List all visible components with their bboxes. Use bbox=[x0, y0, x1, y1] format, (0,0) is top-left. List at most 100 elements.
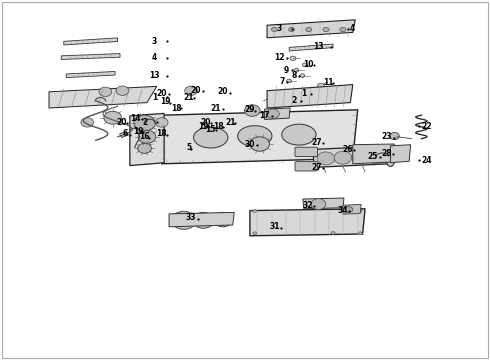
Circle shape bbox=[323, 27, 329, 32]
Circle shape bbox=[116, 86, 129, 95]
Text: 28: 28 bbox=[382, 149, 392, 158]
Text: 16: 16 bbox=[139, 132, 150, 141]
Text: 2: 2 bbox=[292, 96, 296, 105]
Circle shape bbox=[218, 216, 228, 224]
Polygon shape bbox=[140, 118, 255, 123]
Text: 25: 25 bbox=[367, 152, 378, 161]
Circle shape bbox=[318, 83, 324, 88]
Circle shape bbox=[390, 132, 399, 140]
Polygon shape bbox=[169, 212, 234, 227]
Text: 17: 17 bbox=[259, 111, 270, 120]
Polygon shape bbox=[49, 86, 157, 108]
Circle shape bbox=[311, 199, 326, 210]
Text: 8: 8 bbox=[292, 71, 296, 80]
Text: 20: 20 bbox=[191, 86, 201, 95]
Text: 10: 10 bbox=[303, 60, 314, 69]
Polygon shape bbox=[267, 20, 355, 38]
Text: 27: 27 bbox=[312, 138, 322, 147]
Circle shape bbox=[340, 27, 346, 32]
Circle shape bbox=[185, 86, 197, 95]
Text: 23: 23 bbox=[382, 132, 392, 141]
Text: 14: 14 bbox=[130, 114, 141, 122]
Ellipse shape bbox=[386, 147, 395, 167]
Text: 1: 1 bbox=[152, 93, 157, 102]
Polygon shape bbox=[250, 209, 365, 236]
Polygon shape bbox=[314, 146, 392, 167]
Ellipse shape bbox=[282, 124, 316, 145]
Text: 13: 13 bbox=[149, 71, 160, 80]
FancyBboxPatch shape bbox=[295, 162, 318, 171]
Circle shape bbox=[138, 130, 156, 143]
Text: 27: 27 bbox=[312, 163, 322, 172]
Circle shape bbox=[300, 74, 305, 77]
Circle shape bbox=[271, 27, 277, 32]
Polygon shape bbox=[267, 85, 353, 108]
Polygon shape bbox=[162, 110, 358, 164]
Polygon shape bbox=[289, 44, 333, 51]
Text: 12: 12 bbox=[274, 53, 285, 62]
Circle shape bbox=[290, 56, 296, 60]
Circle shape bbox=[358, 232, 362, 235]
Polygon shape bbox=[303, 198, 344, 209]
Circle shape bbox=[345, 207, 353, 212]
Polygon shape bbox=[353, 144, 394, 164]
Circle shape bbox=[193, 212, 214, 228]
Circle shape bbox=[334, 151, 352, 164]
Text: 9: 9 bbox=[284, 66, 289, 75]
Text: 21: 21 bbox=[183, 93, 194, 102]
Circle shape bbox=[331, 231, 335, 234]
Circle shape bbox=[358, 210, 362, 212]
Text: 18: 18 bbox=[213, 122, 223, 131]
Circle shape bbox=[267, 109, 279, 118]
Text: 19: 19 bbox=[160, 97, 171, 106]
Text: 18: 18 bbox=[171, 104, 182, 113]
Circle shape bbox=[177, 215, 191, 225]
Text: 26: 26 bbox=[343, 145, 353, 154]
Circle shape bbox=[193, 146, 199, 151]
Ellipse shape bbox=[238, 126, 272, 147]
Text: 11: 11 bbox=[323, 78, 334, 87]
Circle shape bbox=[317, 152, 335, 165]
Polygon shape bbox=[130, 113, 164, 166]
Text: 20: 20 bbox=[156, 89, 167, 98]
Text: 6: 6 bbox=[122, 129, 127, 138]
Circle shape bbox=[351, 151, 369, 164]
Text: 3: 3 bbox=[152, 37, 157, 46]
Polygon shape bbox=[66, 72, 115, 77]
Circle shape bbox=[134, 115, 155, 131]
Circle shape bbox=[197, 216, 209, 225]
FancyBboxPatch shape bbox=[295, 147, 318, 157]
Circle shape bbox=[250, 137, 270, 151]
Text: 18: 18 bbox=[156, 130, 167, 139]
Text: 5: 5 bbox=[186, 143, 191, 152]
Text: 20: 20 bbox=[218, 87, 228, 96]
Polygon shape bbox=[265, 108, 290, 120]
Text: 33: 33 bbox=[186, 213, 196, 222]
Circle shape bbox=[368, 151, 385, 164]
Circle shape bbox=[302, 63, 307, 67]
Text: 13: 13 bbox=[313, 42, 324, 51]
Text: 19: 19 bbox=[198, 122, 209, 131]
Polygon shape bbox=[64, 38, 118, 45]
Text: 30: 30 bbox=[245, 140, 255, 149]
Polygon shape bbox=[120, 131, 128, 138]
Circle shape bbox=[138, 143, 151, 153]
Text: 2: 2 bbox=[142, 118, 147, 127]
Text: 29: 29 bbox=[245, 105, 255, 114]
Text: 4: 4 bbox=[152, 53, 157, 62]
Polygon shape bbox=[391, 145, 411, 163]
Text: 32: 32 bbox=[302, 201, 313, 210]
Ellipse shape bbox=[194, 127, 228, 148]
Text: 21: 21 bbox=[210, 104, 221, 113]
Text: 24: 24 bbox=[421, 156, 432, 165]
Text: 4: 4 bbox=[350, 24, 355, 33]
Circle shape bbox=[294, 68, 299, 72]
Circle shape bbox=[287, 79, 292, 83]
Circle shape bbox=[253, 232, 257, 235]
Circle shape bbox=[289, 27, 294, 32]
Polygon shape bbox=[61, 54, 120, 59]
Text: 21: 21 bbox=[225, 118, 236, 127]
Circle shape bbox=[253, 210, 257, 212]
Text: 31: 31 bbox=[269, 222, 280, 231]
Text: 15: 15 bbox=[205, 125, 216, 134]
